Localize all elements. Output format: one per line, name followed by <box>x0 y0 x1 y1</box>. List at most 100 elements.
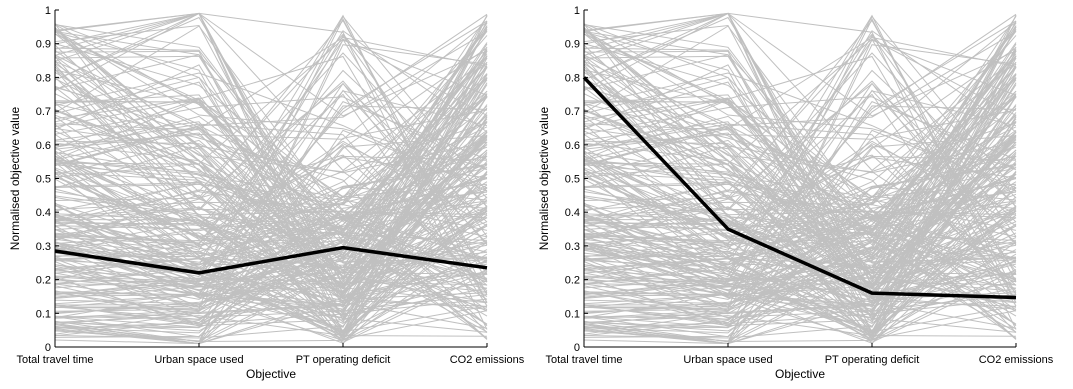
y-tick-label: 0.2 <box>36 275 51 287</box>
solution-line <box>583 100 1017 310</box>
solution-line <box>583 146 1017 259</box>
solution-line <box>54 21 488 146</box>
solution-line <box>583 96 1017 308</box>
solution-line <box>54 66 488 256</box>
y-tick-label: 0.5 <box>36 174 51 186</box>
solution-line <box>583 205 1017 307</box>
background-solutions <box>54 12 488 345</box>
solution-line <box>583 35 1017 238</box>
solution-line <box>583 122 1017 226</box>
solution-line <box>54 38 488 178</box>
solution-line <box>583 163 1017 294</box>
y-tick-label: 0.5 <box>565 174 580 186</box>
solution-line <box>54 121 488 300</box>
x-tick-label: PT operating deficit <box>825 354 920 366</box>
solution-line <box>583 315 1017 337</box>
solution-line <box>583 19 1017 283</box>
solution-line <box>54 15 488 278</box>
solution-line <box>583 69 1017 238</box>
solution-line <box>54 55 488 304</box>
solution-line <box>54 77 488 291</box>
y-tick-label: 0.9 <box>565 39 580 51</box>
solution-line <box>54 27 488 303</box>
highlighted-solution-line <box>54 245 488 275</box>
y-axis-label: Normalised objective value <box>537 106 551 250</box>
solution-line <box>583 12 1017 172</box>
solution-line <box>583 166 1017 299</box>
solution-line <box>583 209 1017 309</box>
solution-line <box>583 246 1017 312</box>
solution-line <box>583 29 1017 199</box>
solution-line <box>54 93 488 341</box>
solution-line <box>54 131 488 289</box>
solution-line <box>583 121 1017 300</box>
y-tick-label: 1 <box>45 5 51 17</box>
solution-line <box>54 44 488 315</box>
solution-line <box>583 62 1017 281</box>
x-tick-label: CO2 emissions <box>979 354 1054 366</box>
solution-line <box>54 116 488 338</box>
solution-line <box>54 231 488 317</box>
solution-line <box>54 180 488 286</box>
solution-line <box>54 35 488 238</box>
solution-line <box>54 18 488 308</box>
solution-line <box>54 121 488 328</box>
solution-line <box>54 43 488 201</box>
solution-line <box>583 44 1017 315</box>
solution-line <box>54 142 488 308</box>
solution-line <box>54 239 488 330</box>
solution-line <box>583 43 1017 201</box>
solution-line <box>583 12 1017 330</box>
solution-line <box>54 285 488 318</box>
solution-line <box>54 167 488 325</box>
y-axis-label: Normalised objective value <box>8 106 22 250</box>
solution-line <box>54 99 488 198</box>
solution-line <box>54 246 488 312</box>
solution-line <box>583 48 1017 256</box>
solution-line <box>54 155 488 269</box>
y-tick-label: 1 <box>574 5 580 17</box>
y-tick-label: 0.4 <box>36 207 51 219</box>
x-tick-label: Urban space used <box>683 354 772 366</box>
y-tick-label: 0.2 <box>565 275 580 287</box>
solution-line <box>54 163 488 294</box>
solution-line <box>583 180 1017 286</box>
highlighted-solution-line <box>582 76 1017 300</box>
solution-line <box>583 167 1017 325</box>
solution-line <box>54 171 488 339</box>
solution-line <box>583 12 1017 281</box>
solution-line <box>54 177 488 263</box>
solution-line <box>583 27 1017 230</box>
solution-line <box>54 202 488 341</box>
solution-line <box>583 116 1017 338</box>
solution-line <box>583 156 1017 224</box>
solution-line <box>54 44 488 343</box>
solution-line <box>583 93 1017 341</box>
solution-line <box>583 21 1017 146</box>
solution-line <box>54 215 488 286</box>
y-tick-label: 0.3 <box>36 241 51 253</box>
y-tick-label: 0.7 <box>565 106 580 118</box>
x-axis-label: Objective <box>775 367 825 381</box>
solution-line <box>583 77 1017 291</box>
solution-line <box>583 131 1017 289</box>
solution-line <box>54 157 488 343</box>
x-tick-label: Total travel time <box>16 354 93 366</box>
solution-line <box>54 27 488 230</box>
solution-line <box>583 27 1017 303</box>
solution-line <box>54 36 488 130</box>
solution-line <box>54 215 488 279</box>
solution-line <box>54 48 488 256</box>
y-tick-label: 0 <box>574 342 580 354</box>
solution-line <box>583 31 1017 166</box>
solution-line <box>583 215 1017 286</box>
solution-line <box>583 155 1017 269</box>
solution-line <box>54 118 488 335</box>
solution-line <box>54 12 488 330</box>
solution-line <box>54 146 488 259</box>
solution-line <box>54 100 488 310</box>
solution-line <box>54 12 488 281</box>
solution-line <box>54 114 488 332</box>
solution-line <box>54 67 488 299</box>
y-tick-label: 0 <box>45 342 51 354</box>
